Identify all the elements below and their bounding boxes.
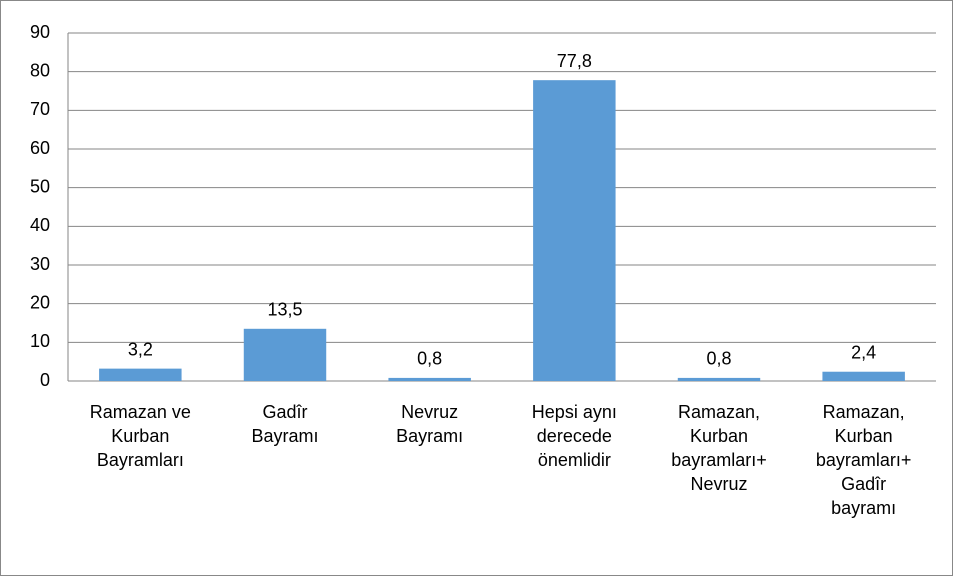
x-tick-label: Ramazan, Kurban bayramları+ Gadîr bayramı bbox=[816, 402, 912, 518]
y-tick-label: 60 bbox=[30, 138, 50, 158]
data-label: 2,4 bbox=[851, 342, 876, 362]
data-label: 0,8 bbox=[706, 349, 731, 369]
bar bbox=[677, 377, 761, 381]
x-tick-label: Gadîr Bayramı bbox=[251, 402, 318, 446]
y-tick-label: 80 bbox=[30, 60, 50, 80]
x-tick-label: Ramazan ve Kurban Bayramları bbox=[90, 402, 191, 470]
y-tick-label: 0 bbox=[40, 370, 50, 390]
y-tick-label: 70 bbox=[30, 99, 50, 119]
y-tick-label: 30 bbox=[30, 254, 50, 274]
y-tick-label: 40 bbox=[30, 215, 50, 235]
bar bbox=[388, 377, 471, 381]
y-tick-label: 10 bbox=[30, 331, 50, 351]
bar bbox=[533, 80, 616, 381]
y-tick-label: 20 bbox=[30, 292, 50, 312]
data-label: 3,2 bbox=[128, 339, 153, 359]
bar bbox=[822, 371, 905, 381]
data-label: 77,8 bbox=[557, 51, 592, 71]
x-tick-label: Ramazan, Kurban bayramları+ Nevruz bbox=[671, 402, 767, 494]
bar bbox=[99, 368, 182, 381]
data-label: 13,5 bbox=[267, 300, 302, 320]
y-tick-label: 90 bbox=[30, 22, 50, 42]
x-tick-label: Nevruz Bayramı bbox=[396, 402, 463, 446]
bar bbox=[243, 328, 327, 381]
data-label: 0,8 bbox=[417, 349, 442, 369]
y-tick-label: 50 bbox=[30, 176, 50, 196]
x-tick-label: Hepsi aynı derecede önemlidir bbox=[532, 402, 617, 470]
